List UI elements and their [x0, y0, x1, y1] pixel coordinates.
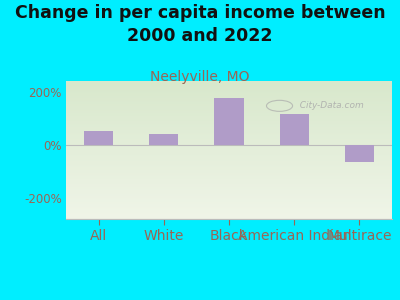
- Bar: [345, 145, 374, 162]
- Text: Change in per capita income between
2000 and 2022: Change in per capita income between 2000…: [15, 4, 385, 45]
- Text: City-Data.com: City-Data.com: [294, 101, 364, 110]
- Bar: [149, 134, 178, 145]
- Text: Neelyville, MO: Neelyville, MO: [150, 70, 250, 85]
- Bar: [214, 98, 244, 145]
- Bar: [84, 131, 113, 145]
- Bar: [280, 114, 309, 145]
